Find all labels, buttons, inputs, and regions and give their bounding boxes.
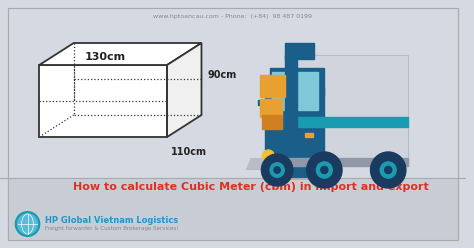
Bar (285, 55, 408, 158)
Text: Freight forwarder & Custom Brokerage Services!: Freight forwarder & Custom Brokerage Ser… (45, 226, 179, 231)
Polygon shape (167, 43, 201, 137)
Circle shape (371, 152, 406, 188)
Bar (265, 88, 324, 158)
Text: www.hptoancau.com - Phone:  (+84)  98 487 0199: www.hptoancau.com - Phone: (+84) 98 487 … (154, 14, 312, 19)
Bar (272, 72, 319, 110)
Bar (258, 100, 266, 105)
Bar (260, 99, 282, 117)
Circle shape (321, 166, 328, 174)
Circle shape (385, 166, 392, 174)
Text: 110cm: 110cm (171, 147, 207, 157)
Polygon shape (265, 88, 319, 178)
Bar (285, 55, 408, 158)
Circle shape (274, 167, 280, 173)
Bar (285, 43, 314, 59)
Circle shape (16, 212, 39, 236)
Bar (263, 115, 282, 129)
Text: 90cm: 90cm (207, 70, 237, 80)
Circle shape (18, 214, 37, 234)
Polygon shape (39, 43, 201, 65)
Bar (270, 68, 324, 96)
Bar (305, 133, 312, 137)
Circle shape (316, 162, 332, 178)
Text: HP Global Vietnam Logistics: HP Global Vietnam Logistics (45, 216, 178, 225)
Bar (265, 158, 324, 178)
Circle shape (270, 163, 284, 177)
Circle shape (262, 154, 293, 186)
Text: How to calculate Cubic Meter (cbm) in import and export: How to calculate Cubic Meter (cbm) in im… (73, 182, 428, 192)
Bar (285, 55, 297, 158)
Bar (8, 178, 458, 240)
Polygon shape (246, 158, 285, 170)
Bar (285, 158, 408, 166)
Polygon shape (39, 65, 167, 137)
Bar (285, 117, 408, 127)
Bar (260, 75, 285, 97)
Text: 130cm: 130cm (84, 52, 126, 62)
Circle shape (307, 152, 342, 188)
Circle shape (380, 162, 396, 178)
Circle shape (263, 150, 274, 162)
